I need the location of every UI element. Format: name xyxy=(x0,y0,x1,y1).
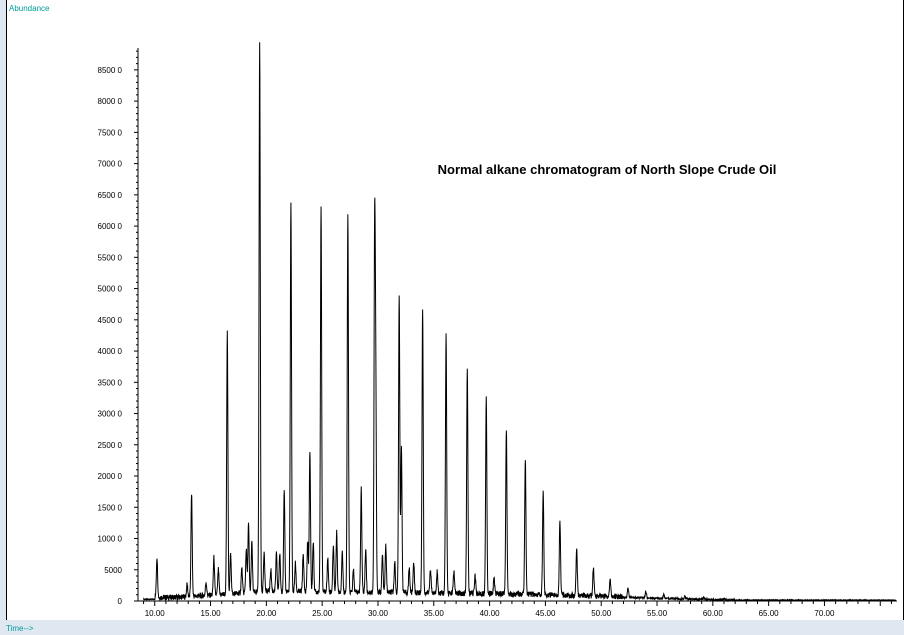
x-tick-label: 35.00 xyxy=(424,609,445,618)
y-tick-label: 3000 0 xyxy=(98,410,123,419)
x-tick-label: 30.00 xyxy=(368,609,389,618)
y-tick-label: 6500 0 xyxy=(98,191,123,200)
y-tick-label: 1500 0 xyxy=(98,503,123,512)
x-tick-label: 70.00 xyxy=(814,609,835,618)
y-tick-label: 6000 0 xyxy=(98,222,123,231)
x-tick-label: 40.00 xyxy=(480,609,501,618)
y-axis: 0 5000 1000 0 1500 0 2000 0 2500 0 3000 0 3500 … xyxy=(98,48,139,606)
chromatogram-chart: 0 5000 1000 0 1500 0 2000 0 2500 0 3000 0 3500 … xyxy=(98,42,897,618)
y-tick-label: 2000 0 xyxy=(98,472,123,481)
y-tick-label: 2500 0 xyxy=(98,441,123,450)
y-tick-label: 1000 0 xyxy=(98,535,123,544)
x-tick-label: 20.00 xyxy=(256,609,277,618)
y-tick-label: 4500 0 xyxy=(98,316,123,325)
x-tick-label: 50.00 xyxy=(591,609,612,618)
x-axis-label: Time--> xyxy=(6,624,34,633)
x-tick-label: 60.00 xyxy=(703,609,724,618)
y-tick-label: 3500 0 xyxy=(98,378,123,387)
y-axis-label: Abundance xyxy=(9,4,50,13)
x-tick-label: 55.00 xyxy=(647,609,668,618)
x-tick-label: 15.00 xyxy=(201,609,222,618)
x-tick-label: 45.00 xyxy=(535,609,556,618)
y-tick-label: 7500 0 xyxy=(98,128,123,137)
y-tick-label: 7000 0 xyxy=(98,160,123,169)
y-tick-label: 0 xyxy=(118,597,123,606)
x-axis: 10.00 15.00 20.00 25.00 30.00 35.00 40.00 45.00… xyxy=(138,600,897,618)
y-tick-label: 8000 0 xyxy=(98,97,123,106)
x-tick-label: 65.00 xyxy=(759,609,780,618)
chart-window: Abundance 0 5000 1000 0 1500 0 2000 0 2500 0 3… xyxy=(6,0,904,620)
chart-title: Normal alkane chromatogram of North Slop… xyxy=(437,162,777,177)
y-tick-label: 5000 xyxy=(104,566,122,575)
y-tick-label: 8500 0 xyxy=(98,66,123,75)
chromatogram-trace xyxy=(143,42,897,603)
y-tick-label: 4000 0 xyxy=(98,347,123,356)
y-tick-label: 5000 0 xyxy=(98,285,123,294)
y-tick-label: 5500 0 xyxy=(98,253,123,262)
x-tick-label: 25.00 xyxy=(312,609,333,618)
x-tick-label: 10.00 xyxy=(145,609,166,618)
